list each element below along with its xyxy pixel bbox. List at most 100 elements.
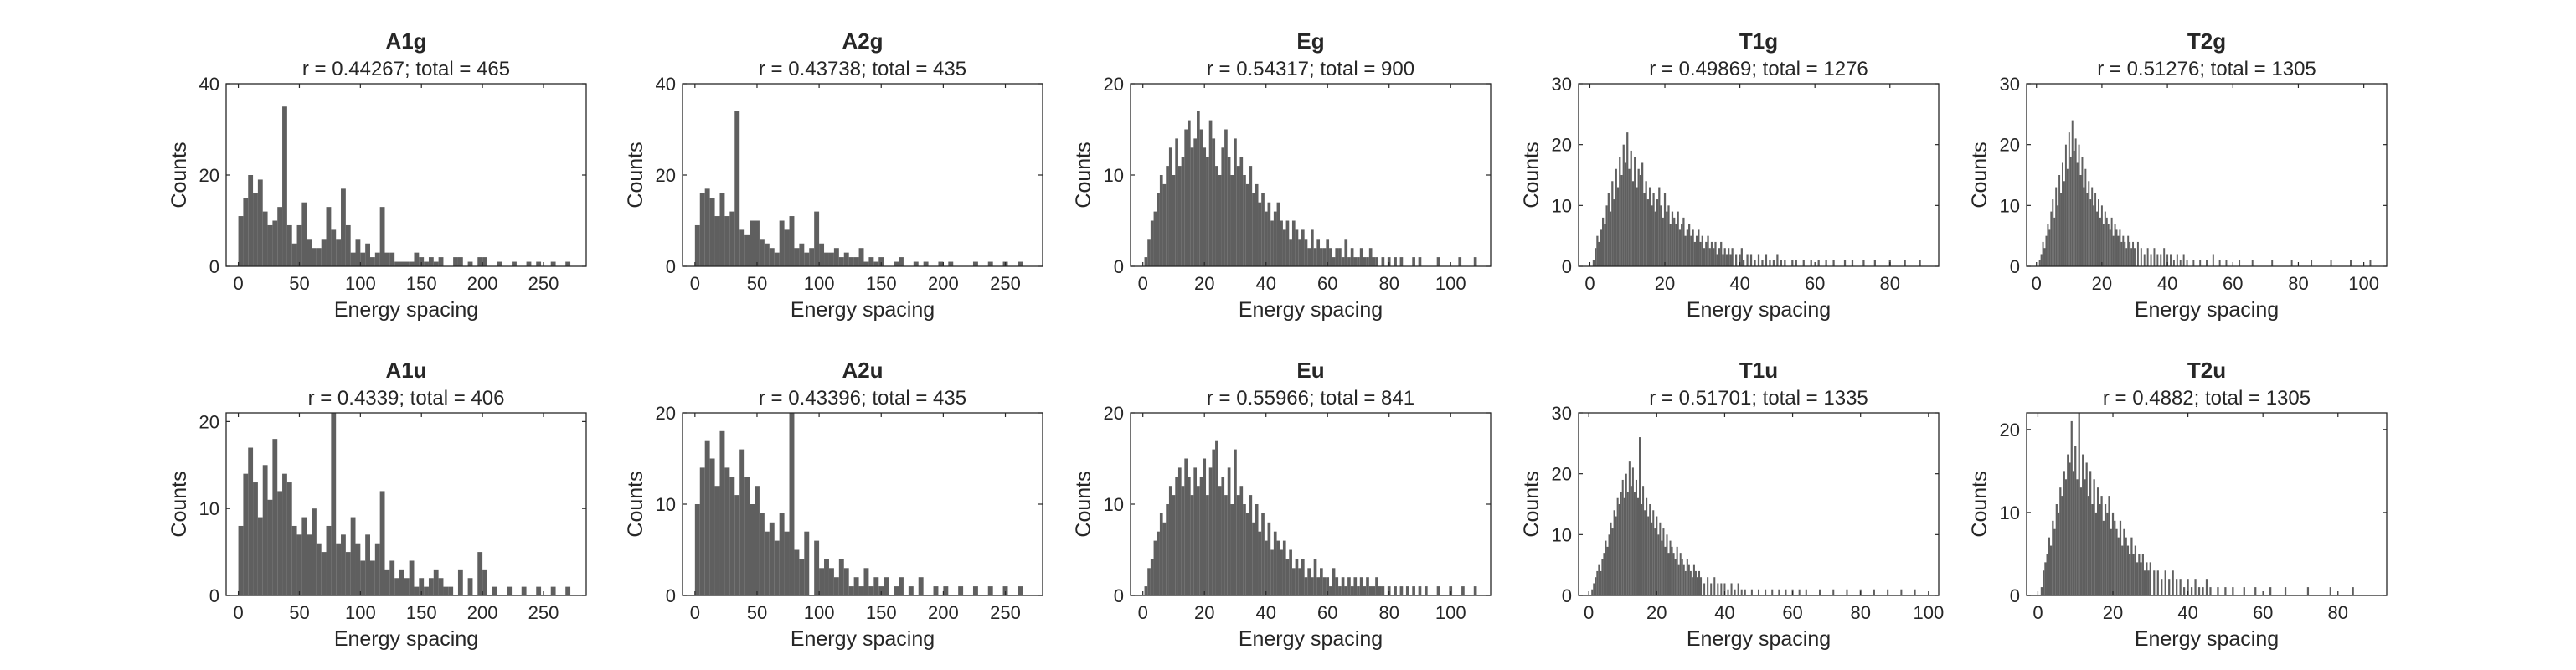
histogram-bar [1772,260,1775,266]
histogram-bar [1832,260,1835,266]
chart-subtitle: r = 0.43396; total = 435 [759,387,966,410]
histogram-bar [2047,224,2049,266]
x-tick-label: 100 [1435,273,1466,294]
histogram-bar [848,586,854,595]
histogram-bar [2117,235,2120,266]
histogram-bar [1375,257,1378,266]
histogram-bar [863,568,869,595]
histogram-bar [1598,564,1600,595]
histogram-bar [948,261,954,266]
histogram-bar [814,211,820,266]
y-tick-label: 10 [199,498,219,519]
histogram-bar [2114,520,2116,595]
histogram-bar [2045,235,2048,266]
x-tick-label: 40 [2177,602,2197,623]
histogram-bar [1669,540,1672,595]
histogram-bar [1018,261,1023,266]
histogram-bar [838,559,844,595]
histogram-bar [262,465,268,595]
y-tick-label: 20 [1552,464,1572,485]
histogram-bar [1264,540,1268,595]
histogram-bar [719,193,725,266]
chart-title: T1u [1739,358,1778,383]
histogram-bar [1666,534,1668,595]
histogram-bar [2129,554,2131,595]
histogram-bar [853,257,859,266]
histogram-bar [1707,577,1709,595]
histogram-bar [2129,241,2131,266]
x-tick-label: 0 [233,273,243,294]
histogram-bar [355,239,361,266]
histogram-bar [1243,504,1246,595]
histogram-bar [1688,224,1691,266]
histogram-bar [1613,510,1615,595]
histogram-bar [2089,471,2092,595]
histogram-bar [2194,579,2197,595]
histogram-bar [1347,577,1351,595]
histogram-bar [1458,257,1462,266]
histogram-bar [1473,586,1477,595]
histogram-bar [1707,235,1709,266]
histogram-bar [1625,473,1627,595]
chart-subtitle: r = 0.55966; total = 841 [1207,387,1414,410]
x-tick-label: 0 [1138,602,1148,623]
histogram-bar [1147,568,1151,595]
histogram-bar [1604,224,1606,266]
histogram-bar [2329,587,2331,595]
x-tick-label: 20 [1655,273,1675,294]
histogram-bar [1658,187,1661,266]
histogram-bar [2063,181,2065,266]
histogram-bar [438,257,444,266]
histogram-bar [987,261,993,266]
x-tick-label: 0 [2032,273,2042,294]
histogram-bar [1218,486,1222,595]
histogram-bar [1710,241,1713,266]
histogram-bar [2096,487,2099,595]
histogram-bar [379,491,385,595]
chart-subtitle: r = 0.49869; total = 1276 [1649,58,1868,80]
histogram-bar [804,531,810,595]
histogram-bar [2119,520,2122,595]
histogram-bar [2130,537,2133,595]
histogram-bar [878,586,884,595]
histogram-bar [1473,257,1477,266]
histogram-bar [699,467,705,595]
y-tick-label: 0 [209,256,219,277]
histogram-bar [933,586,939,595]
histogram-bar [1778,589,1780,595]
histogram-bar [2164,570,2166,595]
histogram-bar [243,198,249,266]
histogram-bar [2069,462,2071,595]
histogram-bar [1368,586,1373,595]
histogram-bar [1291,568,1296,595]
histogram-bar [2078,144,2080,266]
x-tick-label: 50 [289,273,309,294]
histogram-bar [1673,217,1676,266]
histogram-bar [2239,260,2241,266]
x-tick-label: 20 [1194,273,1214,294]
histogram-bar [2192,260,2195,266]
histogram-bar [1197,111,1200,266]
histogram-bar [477,257,483,266]
histogram-bar [764,531,770,595]
x-tick-label: 100 [1435,602,1466,623]
histogram-bar [784,531,790,595]
histogram-bar [1394,586,1397,595]
histogram-bar [1628,168,1631,266]
histogram-bar [1368,248,1373,266]
histogram-bar [1765,589,1767,595]
histogram-bar [943,586,949,595]
histogram-bar [565,261,571,266]
histogram-bar [1671,211,1674,266]
histogram-bar [448,586,454,595]
histogram-bar [1729,254,1732,266]
histogram-bar [1746,254,1749,266]
histogram-bar [1700,577,1703,595]
histogram-bar [1646,497,1648,595]
histogram-bar [1378,586,1382,595]
histogram-bar [789,216,795,266]
histogram-bar [321,552,327,595]
histogram-bar [2038,260,2041,266]
x-tick-label: 250 [990,602,1021,623]
histogram-bar [878,257,884,266]
